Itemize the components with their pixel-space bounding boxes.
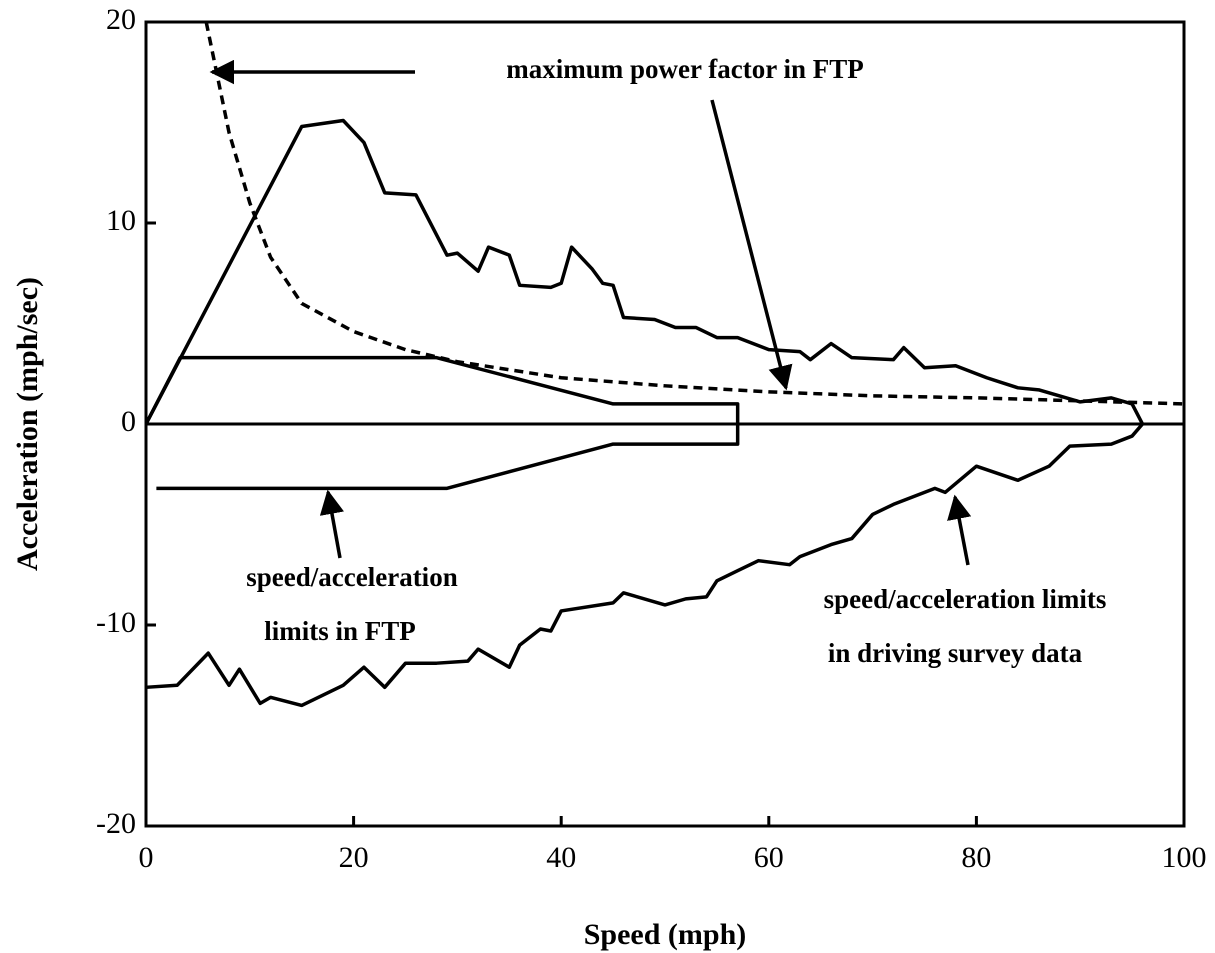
- annotation: in driving survey data: [828, 638, 1083, 668]
- y-tick-label: 0: [121, 405, 136, 438]
- x-tick-label: 20: [339, 841, 369, 874]
- x-tick-label: 60: [754, 841, 784, 874]
- y-tick-label: 10: [106, 204, 136, 237]
- y-axis-label: Acceleration (mph/sec): [11, 277, 44, 571]
- y-tick-label: -10: [96, 606, 136, 639]
- annotation: maximum power factor in FTP: [506, 54, 863, 84]
- arrow: [947, 494, 972, 566]
- x-axis-label: Speed (mph): [584, 918, 747, 951]
- y-tick-label: -20: [96, 807, 136, 840]
- annotation: speed/acceleration: [246, 562, 457, 592]
- data-line: [145, 422, 1144, 708]
- arrows: [209, 59, 972, 566]
- data-line: [144, 355, 740, 491]
- data-line: [144, 118, 1145, 425]
- x-tick-label: 0: [139, 841, 154, 874]
- arrow: [319, 489, 344, 559]
- x-tick-label: 100: [1162, 841, 1207, 874]
- x-tick-label: 40: [546, 841, 576, 874]
- annotation: speed/acceleration limits: [824, 584, 1107, 614]
- y-tick-label: 20: [106, 3, 136, 36]
- arrow: [710, 99, 793, 391]
- data-line: [204, 21, 1185, 406]
- annotation: limits in FTP: [264, 616, 416, 646]
- x-tick-label: 80: [961, 841, 991, 874]
